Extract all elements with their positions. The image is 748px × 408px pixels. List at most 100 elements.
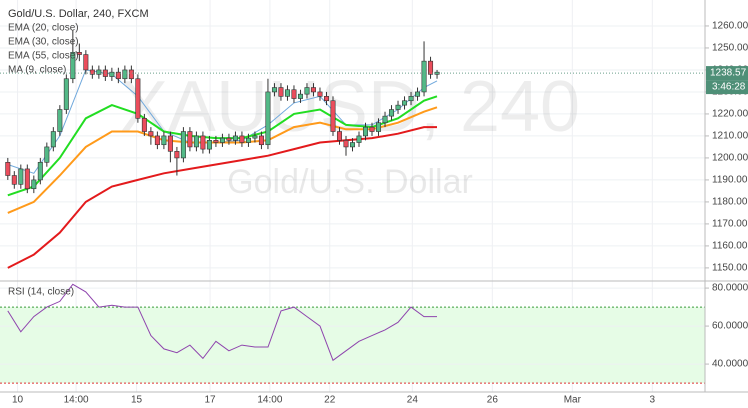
candle-body bbox=[141, 118, 147, 132]
candle-body bbox=[200, 135, 206, 150]
candle-body bbox=[63, 78, 69, 110]
y-tick-label: 1220.00 bbox=[712, 109, 748, 120]
legend-entry: EMA (20, close) bbox=[8, 23, 79, 34]
candle-body bbox=[167, 135, 173, 152]
candle-body bbox=[376, 122, 382, 132]
candle-body bbox=[193, 135, 199, 148]
candle-body bbox=[161, 135, 167, 146]
y-tick-label: 1160.00 bbox=[712, 241, 748, 252]
candle-body bbox=[18, 168, 24, 185]
candle-body bbox=[76, 52, 82, 55]
y-tick-label: 1210.00 bbox=[712, 131, 748, 142]
candle-body bbox=[89, 69, 95, 75]
candle-body bbox=[187, 131, 193, 148]
candle-body bbox=[408, 96, 414, 102]
rsi-tick-label: 40.00000 bbox=[712, 359, 748, 370]
candle-body bbox=[37, 162, 43, 181]
x-tick-label: 14:00 bbox=[64, 395, 89, 406]
rsi-tick-label: 80.00000 bbox=[712, 283, 748, 294]
y-tick-label: 1250.00 bbox=[712, 43, 748, 54]
x-tick-label: 15 bbox=[131, 395, 143, 406]
x-tick-label: 14:00 bbox=[257, 395, 282, 406]
chart-title: Gold/U.S. Dollar, 240, FXCM bbox=[8, 8, 149, 20]
candle-body bbox=[323, 96, 329, 102]
x-tick-label: 3 bbox=[650, 395, 656, 406]
y-tick-label: 1190.00 bbox=[712, 175, 748, 186]
candle-body bbox=[278, 87, 284, 97]
x-tick-label: Mar bbox=[564, 395, 582, 406]
x-tick-label: 24 bbox=[407, 395, 419, 406]
background-layer bbox=[0, 0, 705, 392]
candle-body bbox=[343, 140, 349, 148]
candle-body bbox=[135, 78, 141, 119]
candle-body bbox=[245, 137, 251, 143]
candle-body bbox=[226, 137, 232, 141]
candle-body bbox=[434, 71, 440, 75]
last-price-label: 1238.57 bbox=[710, 68, 747, 79]
candle-body bbox=[271, 87, 277, 93]
candle-body bbox=[310, 87, 316, 93]
candle-body bbox=[213, 140, 219, 143]
candle-body bbox=[128, 69, 134, 80]
candle-body bbox=[96, 69, 102, 75]
candle-body bbox=[154, 135, 160, 146]
candle-body bbox=[50, 131, 56, 148]
candle-body bbox=[31, 179, 37, 190]
candle-body bbox=[284, 89, 290, 97]
rsi-line bbox=[7, 283, 437, 362]
candle-body bbox=[336, 131, 342, 141]
indicator-line bbox=[7, 126, 437, 269]
candle-body bbox=[219, 137, 225, 143]
legend-entry: EMA (30, close) bbox=[8, 37, 79, 48]
candle-body bbox=[363, 126, 369, 137]
candle-body bbox=[239, 135, 245, 143]
legend-entry: EMA (55, close) bbox=[8, 51, 79, 62]
candle-body bbox=[232, 135, 238, 141]
candle-body bbox=[369, 126, 375, 132]
candle-body bbox=[180, 131, 186, 159]
countdown-box bbox=[706, 80, 748, 95]
candle-body bbox=[415, 91, 421, 97]
candle-body bbox=[83, 54, 89, 71]
countdown-label: 3:46:28 bbox=[712, 82, 746, 93]
last-price-box bbox=[706, 66, 748, 81]
candle-body bbox=[122, 69, 128, 80]
candle-body bbox=[291, 89, 297, 99]
candle-body bbox=[389, 109, 395, 117]
candle-body bbox=[421, 60, 427, 93]
x-tick-label: 22 bbox=[324, 395, 336, 406]
rsi-tick-label: 60.00000 bbox=[712, 321, 748, 332]
watermark-subtitle: Gold/U.S. Dollar bbox=[227, 163, 473, 201]
candle-body bbox=[402, 100, 408, 106]
candle-body bbox=[317, 91, 323, 97]
y-tick-label: 1170.00 bbox=[712, 219, 748, 230]
y-tick-label: 1150.00 bbox=[712, 263, 748, 274]
candle-body bbox=[11, 175, 17, 185]
y-tick-label: 1200.00 bbox=[712, 153, 748, 164]
candle-body bbox=[70, 52, 76, 80]
candle-body bbox=[115, 71, 121, 80]
plot-layer bbox=[0, 30, 705, 384]
candle-body bbox=[428, 60, 434, 75]
candle-body bbox=[148, 131, 154, 137]
candle-body bbox=[258, 135, 264, 146]
candle-body bbox=[395, 104, 401, 110]
rsi-band-fill bbox=[0, 307, 705, 384]
candle-body bbox=[109, 71, 115, 77]
candle-body bbox=[297, 93, 303, 99]
candle-body bbox=[304, 87, 310, 95]
x-tick-label: 10 bbox=[12, 395, 24, 406]
candle-body bbox=[44, 146, 50, 163]
candle-body bbox=[382, 115, 388, 124]
candle-body bbox=[5, 162, 11, 176]
candle-body bbox=[24, 168, 30, 190]
candle-body bbox=[356, 135, 362, 143]
x-tick-label: 17 bbox=[205, 395, 217, 406]
candle-body bbox=[265, 91, 271, 146]
legend-entry: MA (9, close) bbox=[8, 65, 66, 76]
y-tick-label: 1180.00 bbox=[712, 197, 748, 208]
candle-body bbox=[57, 109, 63, 132]
candle-body bbox=[174, 151, 180, 159]
candle-body bbox=[349, 142, 355, 148]
